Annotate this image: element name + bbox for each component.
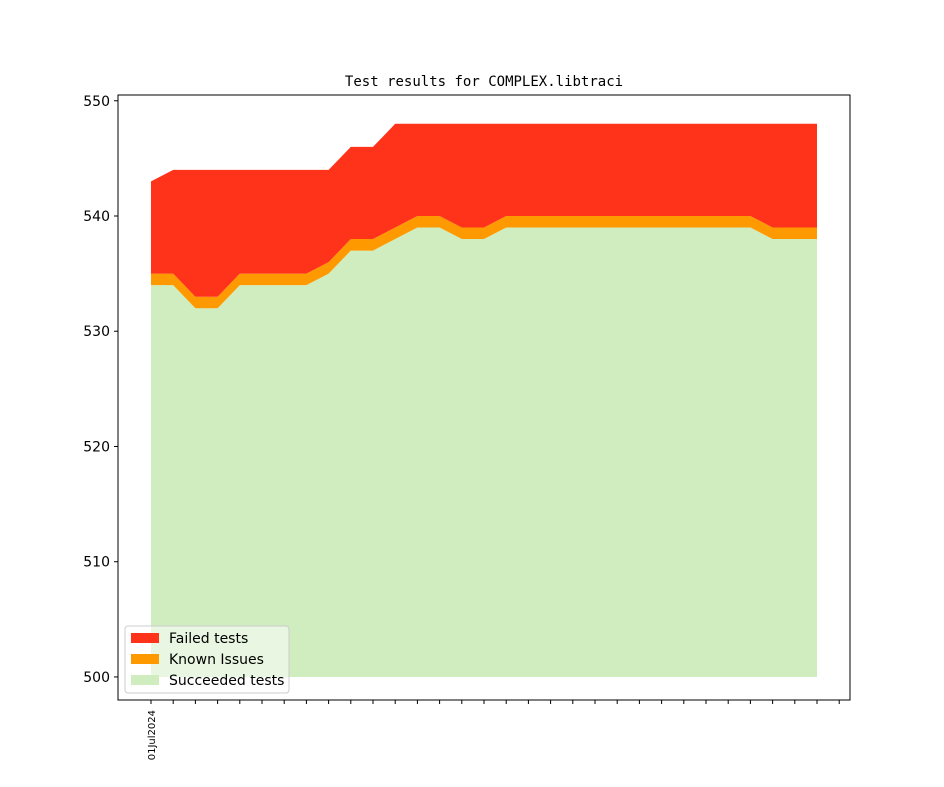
legend-label-known-issues: Known Issues <box>169 652 264 668</box>
y-tick-label: 530 <box>83 324 110 340</box>
y-tick-label: 510 <box>83 555 110 571</box>
chart-title: Test results for COMPLEX.libtraci <box>345 74 623 90</box>
legend: Failed tests Known Issues Succeeded tests <box>124 625 290 694</box>
y-axis: 500 510 520 530 540 550 <box>83 94 118 686</box>
legend-label-succeeded-tests: Succeeded tests <box>169 673 284 689</box>
legend-swatch-failed-tests <box>131 633 159 643</box>
y-tick-label: 500 <box>83 670 110 686</box>
area-failed-tests <box>151 123 817 297</box>
plot-frame <box>117 94 851 701</box>
area-known-issues <box>151 216 817 309</box>
legend-swatch-known-issues <box>131 654 159 664</box>
plot-areas <box>151 123 817 677</box>
y-tick-label: 520 <box>83 439 110 455</box>
area-succeeded-tests <box>151 227 817 677</box>
y-tick-label: 540 <box>83 209 110 225</box>
x-tick-label: 01Jul2024 <box>147 710 158 760</box>
legend-label-failed-tests: Failed tests <box>169 631 248 647</box>
y-tick-label: 550 <box>83 94 110 110</box>
legend-box <box>124 625 290 694</box>
legend-swatch-succeeded-tests <box>131 675 159 685</box>
x-axis: 01Jul2024 <box>147 700 840 760</box>
